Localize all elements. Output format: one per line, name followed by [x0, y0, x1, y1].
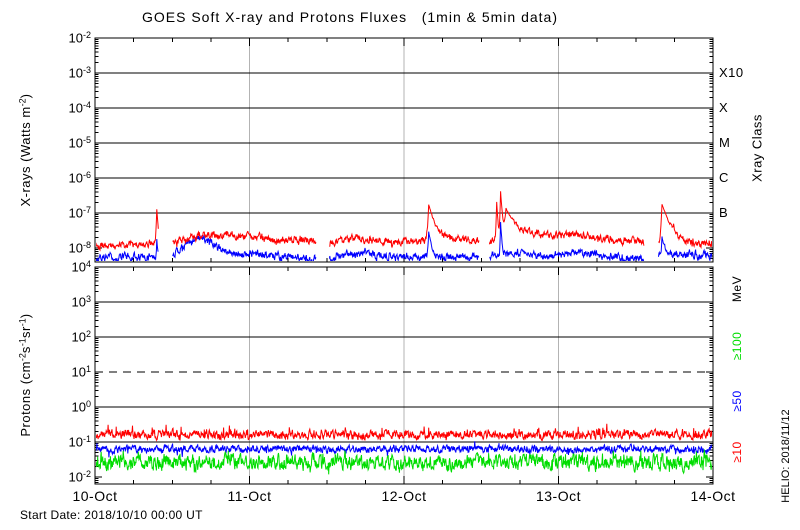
- y-tick-label-protons: 10-1: [68, 434, 91, 450]
- xray-class-label-x10: X10: [719, 65, 744, 80]
- y-tick-label-xray: 10-4: [68, 100, 91, 116]
- y-tick-label-protons: 102: [71, 329, 91, 345]
- x-tick-label: 11-Oct: [227, 488, 272, 504]
- series-xray-long-1-8A: [96, 191, 712, 252]
- y-tick-label-protons: 10-2: [68, 469, 91, 485]
- y-tick-label-protons: 100: [71, 399, 91, 415]
- series-protons-ge100MeV: [96, 449, 712, 475]
- y-tick-label-xray: 10-2: [68, 30, 91, 46]
- page-title: GOES Soft X-ray and Protons Fluxes (1min…: [141, 9, 559, 25]
- y-tick-label-xray: 10-6: [68, 170, 91, 186]
- xray-axis-title: X-rays (Watts m-2): [17, 93, 33, 207]
- panel-border-xray: [94, 37, 714, 263]
- x-tick-label: 14-Oct: [690, 488, 736, 504]
- panel-border-protons: [94, 266, 714, 485]
- xray-class-label-m: M: [719, 135, 731, 150]
- y-tick-label-xray: 10-7: [68, 205, 91, 221]
- series-protons-ge10MeV: [96, 423, 712, 442]
- y-tick-label-protons: 101: [71, 364, 91, 380]
- xray-class-label-c: C: [719, 170, 729, 185]
- series-protons-ge50MeV: [96, 441, 712, 458]
- series-xray-short-0.5-4A: [96, 221, 712, 261]
- start-date-label: Start Date: 2018/10/10 00:00 UT: [20, 508, 203, 522]
- y-tick-label-xray: 10-5: [68, 135, 91, 151]
- y-tick-label-xray: 10-3: [68, 65, 91, 81]
- proton-channel-label-0: MeV: [730, 275, 744, 303]
- y-tick-label-protons: 104: [71, 259, 91, 275]
- x-tick-label: 12-Oct: [381, 488, 427, 504]
- xray-class-label-x: X: [719, 100, 729, 115]
- proton-channel-label-3: ≥10: [730, 441, 744, 463]
- generated-date-label: HELIO: 2018/11/12: [780, 409, 792, 503]
- x-tick-label: 13-Oct: [535, 488, 581, 504]
- y-tick-label-protons: 103: [71, 294, 91, 310]
- x-tick-label: 10-Oct: [72, 488, 118, 504]
- xray-class-axis-title: Xray Class: [749, 114, 765, 182]
- y-tick-label-xray: 10-8: [68, 240, 91, 256]
- xray-class-label-b: B: [719, 205, 729, 220]
- proton-axis-title: Protons (cm-2s-1sr-1): [17, 313, 33, 437]
- proton-channel-label-2: ≥50: [730, 390, 744, 412]
- proton-channel-label-1: ≥100: [730, 331, 744, 361]
